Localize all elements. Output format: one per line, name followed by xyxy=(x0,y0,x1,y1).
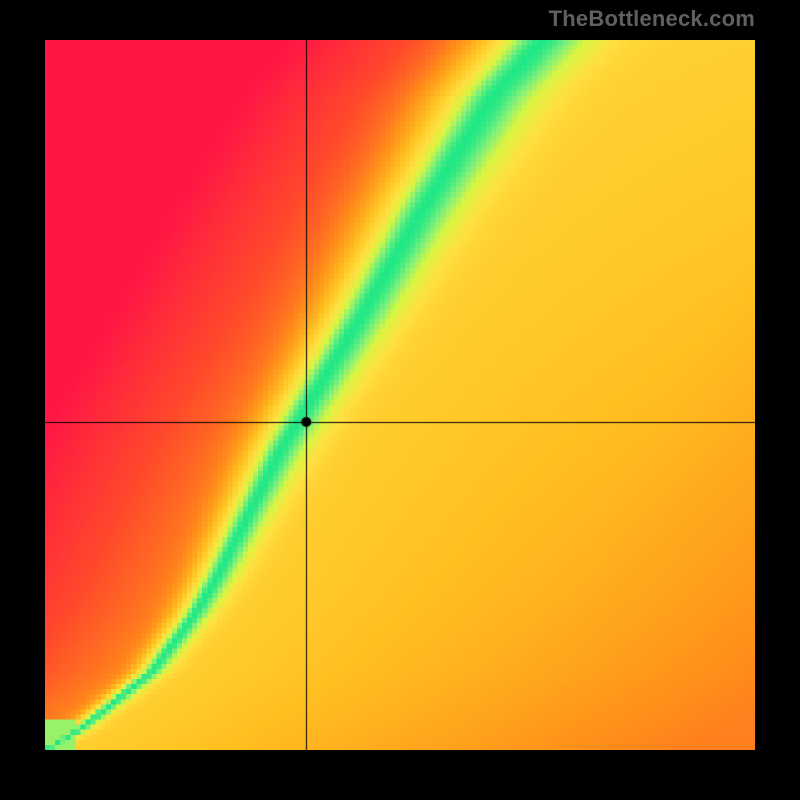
crosshair-overlay xyxy=(45,40,755,750)
chart-container: TheBottleneck.com xyxy=(0,0,800,800)
watermark-text: TheBottleneck.com xyxy=(549,6,755,32)
